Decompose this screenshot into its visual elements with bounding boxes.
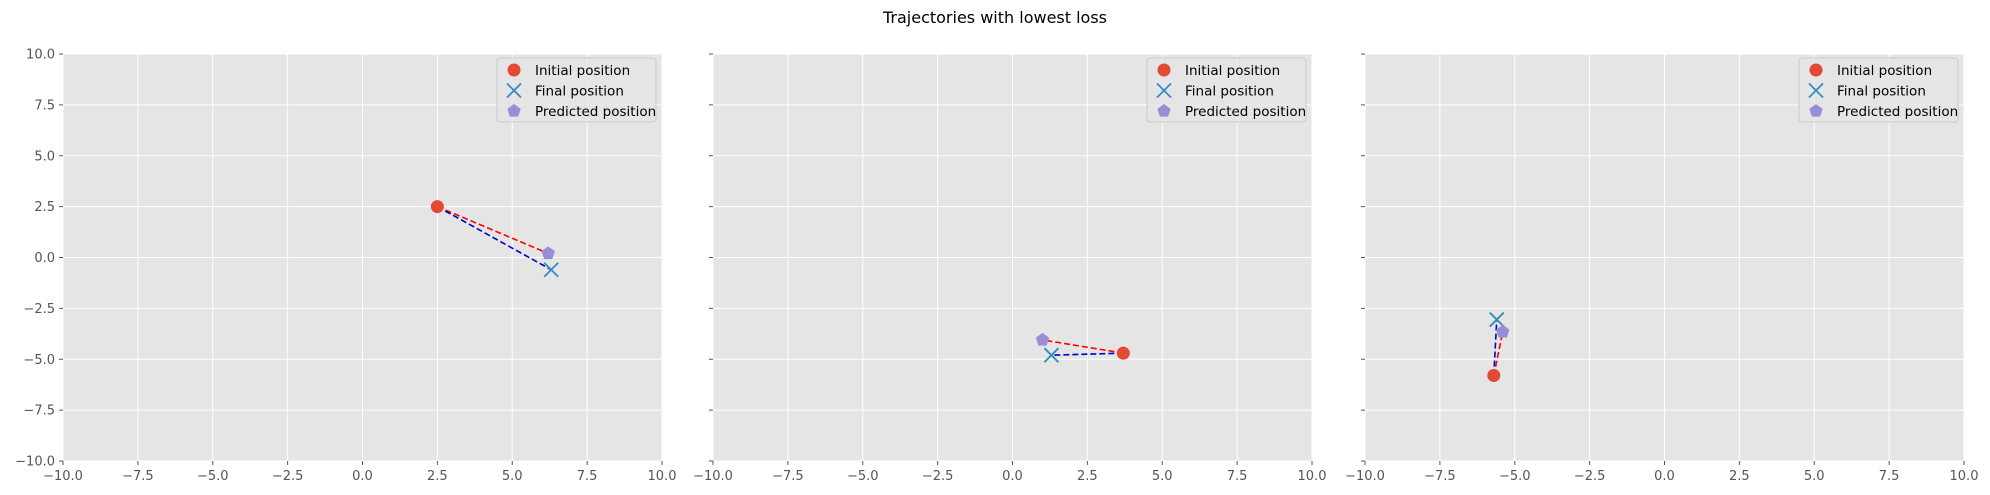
y-tick-label: −7.5 [23,404,55,419]
subplot-3: −10.0 −7.5 −5.0 −2.5 0.0 2.5 5.0 7.5 10.0 Initial… [1345,53,1979,484]
predicted-trajectory-line [437,205,549,255]
legend-label-3: Predicted position [1837,104,1958,120]
x-tick-label: −2.5 [922,469,954,484]
predicted-position-point [1496,324,1510,338]
legend-marker-1 [1157,63,1171,77]
x-tick-label: 0.0 [1654,469,1675,484]
x-tick-label: −5.0 [847,469,879,484]
legend-label-2: Final position [535,84,624,100]
legend-marker-2 [1808,82,1824,99]
subplots: −10.0 −7.5 −5.0 −2.5 0.0 2.5 5.0 7.5 10.0 −10.0 −7… [15,48,1978,485]
final-position-point [1043,347,1060,363]
x-tick-label: −2.5 [272,469,304,484]
x-tick-label: 5.0 [1804,469,1825,484]
legend-label-2: Final position [1837,84,1926,100]
initial-position-point [1116,346,1130,360]
y-tick-label: 7.5 [34,98,55,113]
y-tick-label: 5.0 [34,149,55,164]
y-tick-label: −2.5 [23,302,55,317]
predicted-position-point [541,246,555,260]
legend: Initial position Final position Predicted … [496,57,657,123]
x-tick-label: 7.5 [1879,469,1900,484]
initial-position-point [430,200,444,214]
legend-marker-3 [507,104,521,117]
final-position-point-stroke-2 [543,262,559,278]
x-tick-label: −5.0 [197,469,229,484]
legend-marker-1 [507,63,521,77]
final-position-point-stroke-2 [1489,311,1505,328]
final-position-point-stroke-2 [1043,347,1060,363]
figure-title: Trajectories with lowest loss [882,8,1107,27]
x-tick-label: 5.0 [502,469,523,484]
x-tick-label: −10.0 [693,469,733,484]
legend-frame [1146,57,1307,123]
legend-marker-2-stroke-2 [506,82,522,99]
legend-marker-2 [506,82,522,99]
legend: Initial position Final position Predicted … [1146,57,1307,123]
x-tick-label: −7.5 [1424,469,1456,484]
actual-trajectory-line [1492,319,1498,376]
y-tick-label: 0.0 [34,251,55,266]
predicted-position-point [1035,332,1050,346]
legend-marker-2-stroke-2 [1808,82,1824,99]
legend-marker-2 [1156,82,1172,99]
x-tick-label: 7.5 [1227,469,1248,484]
y-tick-label: 10.0 [26,48,55,63]
x-tick-label: 2.5 [427,469,448,484]
final-position-point [1489,311,1505,328]
actual-trajectory-line [436,205,552,271]
legend-label-2: Final position [1185,84,1274,100]
x-tick-label: 10.0 [648,469,677,484]
subplot-1: −10.0 −7.5 −5.0 −2.5 0.0 2.5 5.0 7.5 10.0 −10.0 −7… [15,48,676,485]
initial-position-point [1487,369,1501,383]
x-tick-label: 10.0 [1950,469,1979,484]
legend-marker-3 [1157,104,1171,117]
y-tick-label: −5.0 [23,353,55,368]
x-tick-label: 0.0 [1002,469,1023,484]
legend-frame [1798,57,1959,123]
x-tick-label: −5.0 [1499,469,1531,484]
legend-marker-1 [1809,63,1823,77]
x-tick-label: 5.0 [1152,469,1173,484]
x-tick-label: −7.5 [772,469,804,484]
y-tick-label: 2.5 [34,200,55,215]
actual-trajectory-line [1051,352,1124,356]
subplot-2: −10.0 −7.5 −5.0 −2.5 0.0 2.5 5.0 7.5 10.0 Initial… [693,53,1327,484]
legend: Initial position Final position Predicted … [1798,57,1959,123]
predicted-trajectory-line [1042,339,1124,354]
legend-label-1: Initial position [1837,63,1932,79]
x-tick-label: −10.0 [43,469,83,484]
legend-label-3: Predicted position [1185,104,1306,120]
x-tick-label: 10.0 [1298,469,1327,484]
x-tick-label: 0.0 [352,469,373,484]
legend-label-3: Predicted position [535,104,656,120]
legend-label-1: Initial position [1185,63,1280,79]
legend-marker-3 [1809,104,1823,117]
legend-marker-2-stroke-2 [1156,82,1172,99]
x-tick-label: −7.5 [122,469,154,484]
x-tick-label: 2.5 [1729,469,1750,484]
x-tick-label: −2.5 [1574,469,1606,484]
legend-label-1: Initial position [535,63,630,79]
x-tick-label: 2.5 [1077,469,1098,484]
legend-frame [496,57,657,123]
x-tick-label: 7.5 [577,469,598,484]
predicted-trajectory-line [1493,331,1504,376]
final-position-point [543,262,559,278]
y-tick-label: −10.0 [15,455,55,470]
x-tick-label: −10.0 [1345,469,1385,484]
